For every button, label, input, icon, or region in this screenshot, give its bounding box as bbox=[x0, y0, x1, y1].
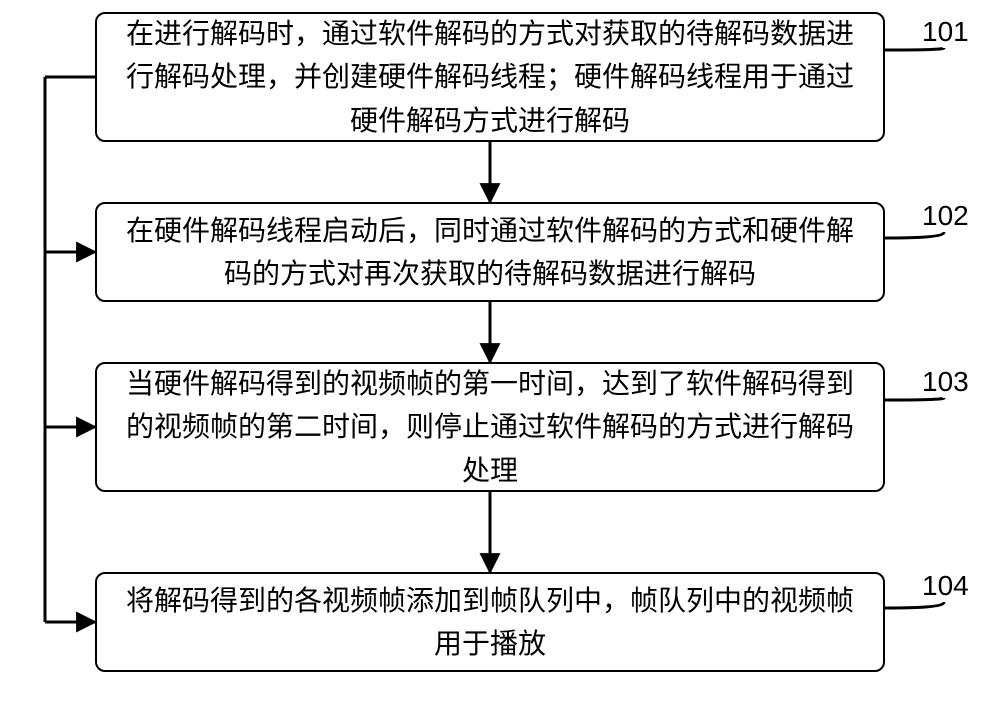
flow-node-n2: 在硬件解码线程启动后，同时通过软件解码的方式和硬件解码的方式对再次获取的待解码数… bbox=[95, 202, 885, 302]
flowchart-canvas: 在进行解码时，通过软件解码的方式对获取的待解码数据进行解码处理，并创建硬件解码线… bbox=[0, 0, 1000, 724]
step-label-101: 101 bbox=[922, 16, 969, 48]
flow-node-text: 将解码得到的各视频帧添加到帧队列中，帧队列中的视频帧用于播放 bbox=[121, 579, 859, 666]
step-label-103: 103 bbox=[922, 366, 969, 398]
flow-node-n3: 当硬件解码得到的视频帧的第一时间，达到了软件解码得到的视频帧的第二时间，则停止通… bbox=[95, 362, 885, 492]
flow-node-n1: 在进行解码时，通过软件解码的方式对获取的待解码数据进行解码处理，并创建硬件解码线… bbox=[95, 12, 885, 142]
flow-node-n4: 将解码得到的各视频帧添加到帧队列中，帧队列中的视频帧用于播放 bbox=[95, 572, 885, 672]
flow-node-text: 在硬件解码线程启动后，同时通过软件解码的方式和硬件解码的方式对再次获取的待解码数… bbox=[121, 209, 859, 296]
flow-node-text: 当硬件解码得到的视频帧的第一时间，达到了软件解码得到的视频帧的第二时间，则停止通… bbox=[121, 362, 859, 492]
step-label-102: 102 bbox=[922, 200, 969, 232]
flow-node-text: 在进行解码时，通过软件解码的方式对获取的待解码数据进行解码处理，并创建硬件解码线… bbox=[121, 12, 859, 142]
step-label-104: 104 bbox=[922, 570, 969, 602]
